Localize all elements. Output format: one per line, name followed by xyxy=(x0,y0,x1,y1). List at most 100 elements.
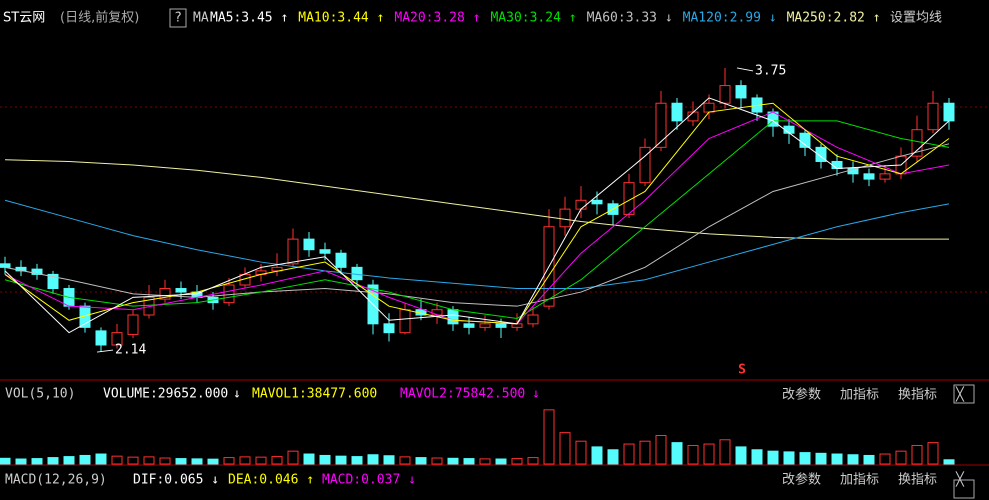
volume-bar xyxy=(95,453,107,465)
candle-body xyxy=(559,208,571,228)
ma-line xyxy=(4,102,950,325)
vol-name: VOL(5,10) xyxy=(5,387,75,402)
close-box[interactable] xyxy=(953,479,975,499)
vol-arrow: ↓ xyxy=(233,387,241,402)
volume-bar xyxy=(655,435,667,465)
ma-line xyxy=(4,97,950,334)
candle-body xyxy=(575,199,587,210)
volume-bar xyxy=(863,454,875,465)
panel-button[interactable]: 换指标 xyxy=(898,473,937,488)
candle-body xyxy=(719,85,731,104)
candle-body xyxy=(927,102,939,131)
candle-body xyxy=(223,284,235,304)
volume-bar xyxy=(143,456,155,465)
candle-body xyxy=(447,309,459,325)
candle-body xyxy=(31,268,43,275)
volume-bar xyxy=(127,456,139,465)
volume-bar xyxy=(847,454,859,465)
stock-title: ST云网 xyxy=(3,11,45,26)
volume-bar xyxy=(191,458,203,465)
volume-bar xyxy=(911,444,923,465)
volume-bar xyxy=(495,458,507,465)
candle-body xyxy=(703,102,715,113)
candle-body xyxy=(687,111,699,122)
volume-bar xyxy=(575,440,587,465)
candle-body xyxy=(911,129,923,157)
volume-bar xyxy=(63,456,75,465)
volume-bar xyxy=(543,409,555,465)
volume-bar xyxy=(479,458,491,465)
candle-body xyxy=(831,160,843,170)
volume-bar xyxy=(623,443,635,465)
volume-bar xyxy=(399,456,411,465)
volume-bar xyxy=(15,458,27,465)
ma-line xyxy=(4,159,949,240)
macd-dif: DIF:0.065 ↓ xyxy=(133,473,219,488)
ma-label: MA xyxy=(193,11,209,26)
candle-body xyxy=(175,288,187,293)
settings[interactable]: 设置均线 xyxy=(890,11,942,26)
volume-bar xyxy=(111,455,123,465)
help-button[interactable] xyxy=(169,8,187,28)
candle-body xyxy=(319,249,331,254)
candle-body xyxy=(655,102,667,148)
legend-entry: MA250:2.82 ↑ xyxy=(787,11,881,26)
volume-bar xyxy=(719,439,731,465)
volume-bar xyxy=(559,432,571,465)
mavol2-arrow: ↓ xyxy=(532,387,540,402)
candle-body xyxy=(495,323,507,328)
volume-bar xyxy=(79,454,91,465)
volume-bar xyxy=(415,457,427,465)
candle-body xyxy=(159,288,171,300)
panel-button[interactable]: 改参数 xyxy=(782,472,821,488)
low-label: 2.14 xyxy=(115,343,146,358)
panel-button[interactable]: ╳ xyxy=(955,386,965,403)
panel-button[interactable]: ╳ xyxy=(955,471,965,488)
volume-bar xyxy=(447,457,459,465)
volume-bar xyxy=(287,450,299,465)
mode: (日线,前复权) xyxy=(60,10,139,26)
volume-bar xyxy=(735,446,747,465)
candle-body xyxy=(591,199,603,205)
volume-bar xyxy=(335,455,347,465)
candle-body xyxy=(527,314,539,325)
close-box[interactable] xyxy=(953,384,975,404)
volume-bar xyxy=(463,458,475,465)
volume-bar xyxy=(687,444,699,465)
panel-button[interactable]: 加指标 xyxy=(840,388,879,403)
mavol1: MAVOL1:38477.600 xyxy=(252,387,377,402)
volume-bar xyxy=(783,451,795,465)
candle-body xyxy=(623,182,635,215)
volume-bar xyxy=(927,442,939,465)
macd-dea: DEA:0.046 ↑ xyxy=(228,473,314,488)
candle-body xyxy=(287,238,299,265)
volume-bar xyxy=(511,458,523,465)
candle-body xyxy=(671,102,683,122)
volume-bar xyxy=(271,456,283,465)
candle-body xyxy=(335,252,347,268)
legend-entry: MA10:3.44 ↑ xyxy=(298,11,384,26)
low-arrow xyxy=(96,349,114,353)
volume-bar xyxy=(383,455,395,465)
candle-body xyxy=(879,173,891,180)
panel-button[interactable]: 改参数 xyxy=(782,387,821,403)
candle-body xyxy=(639,146,651,184)
panel-button[interactable]: 加指标 xyxy=(840,473,879,488)
volume-bar xyxy=(831,453,843,465)
candle-body xyxy=(111,332,123,346)
volume-bar xyxy=(159,457,171,465)
candle-body xyxy=(127,314,139,335)
candle-body xyxy=(735,85,747,99)
mavol2: MAVOL2:75842.500 xyxy=(400,387,525,402)
volume-bar xyxy=(255,456,267,465)
volume-bar xyxy=(319,454,331,465)
legend-entry: MA120:2.99 ↓ xyxy=(683,11,777,26)
volume-bar xyxy=(815,452,827,465)
candle-body xyxy=(943,102,955,122)
volume-bar xyxy=(431,457,443,465)
panel-button[interactable]: 换指标 xyxy=(898,388,937,403)
volume-bar xyxy=(591,446,603,465)
ma-line xyxy=(4,199,950,290)
